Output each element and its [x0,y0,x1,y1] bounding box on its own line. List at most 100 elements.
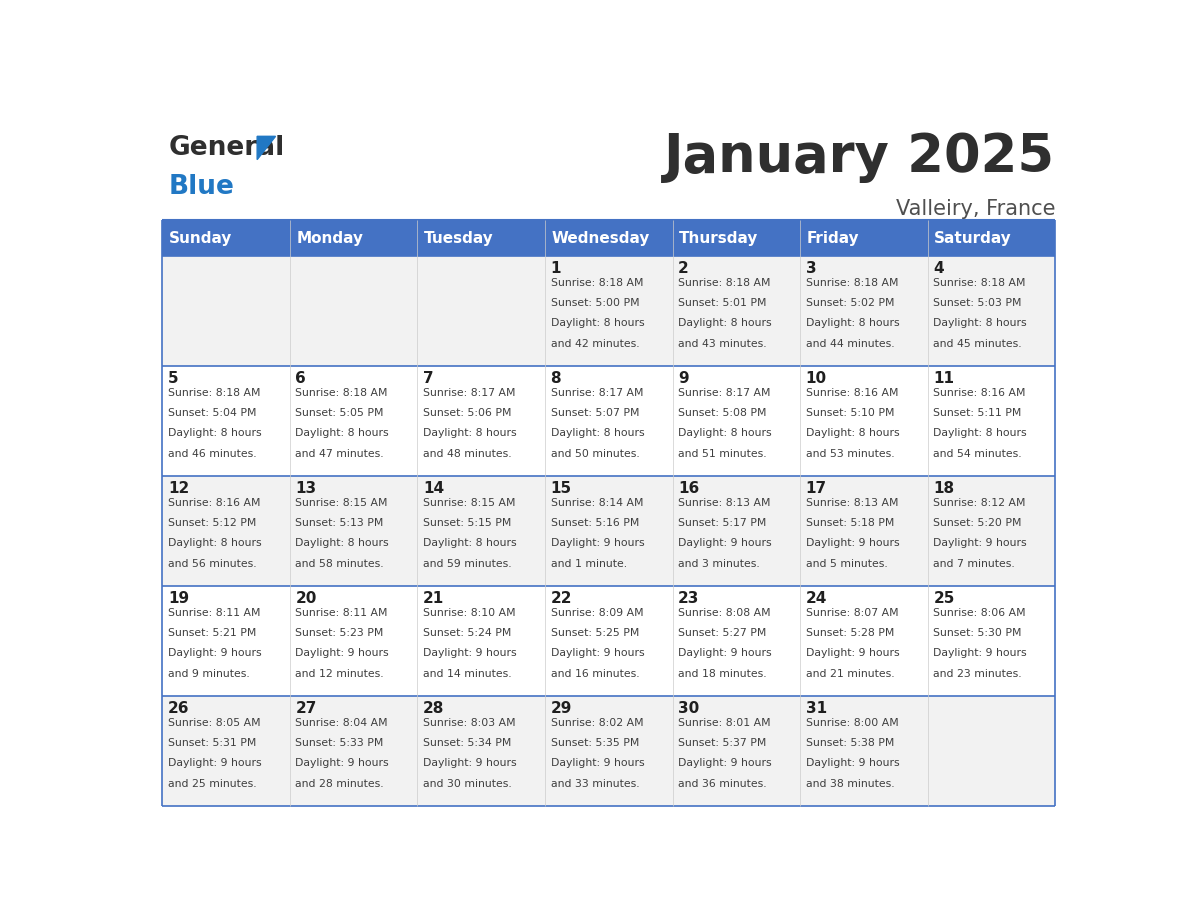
Text: and 51 minutes.: and 51 minutes. [678,449,766,459]
Text: Sunrise: 8:15 AM: Sunrise: 8:15 AM [423,498,516,508]
Text: Daylight: 9 hours: Daylight: 9 hours [678,758,772,768]
Bar [163,366,290,476]
Text: Sunrise: 8:12 AM: Sunrise: 8:12 AM [934,498,1025,508]
Text: and 48 minutes.: and 48 minutes. [423,449,512,459]
Text: Daylight: 9 hours: Daylight: 9 hours [550,758,644,768]
Text: 31: 31 [805,700,827,716]
Text: Saturday: Saturday [934,230,1012,246]
Text: Daylight: 8 hours: Daylight: 8 hours [678,429,772,439]
Text: Monday: Monday [296,230,364,246]
Text: Daylight: 8 hours: Daylight: 8 hours [168,429,261,439]
Bar [545,476,672,587]
Bar [672,219,801,256]
Text: 8: 8 [550,371,561,386]
Bar [290,256,417,366]
Text: 20: 20 [296,590,317,606]
Text: Sunset: 5:23 PM: Sunset: 5:23 PM [296,628,384,638]
Text: Sunset: 5:01 PM: Sunset: 5:01 PM [678,298,766,308]
Text: Daylight: 9 hours: Daylight: 9 hours [805,538,899,548]
Text: Sunset: 5:08 PM: Sunset: 5:08 PM [678,408,766,418]
Text: Sunrise: 8:15 AM: Sunrise: 8:15 AM [296,498,388,508]
Text: and 5 minutes.: and 5 minutes. [805,559,887,569]
Text: Sunset: 5:21 PM: Sunset: 5:21 PM [168,628,257,638]
Text: Sunrise: 8:05 AM: Sunrise: 8:05 AM [168,718,260,728]
Text: Daylight: 8 hours: Daylight: 8 hours [934,429,1026,439]
Text: and 1 minute.: and 1 minute. [550,559,627,569]
Bar [290,697,417,806]
Text: Sunset: 5:06 PM: Sunset: 5:06 PM [423,408,512,418]
Text: Sunrise: 8:18 AM: Sunrise: 8:18 AM [550,277,643,287]
Text: Sunrise: 8:06 AM: Sunrise: 8:06 AM [934,608,1026,618]
Text: 14: 14 [423,481,444,496]
Text: and 14 minutes.: and 14 minutes. [423,668,512,678]
Text: Sunset: 5:27 PM: Sunset: 5:27 PM [678,628,766,638]
Text: Daylight: 9 hours: Daylight: 9 hours [168,648,261,658]
Text: Sunrise: 8:18 AM: Sunrise: 8:18 AM [678,277,771,287]
Text: Friday: Friday [807,230,859,246]
Text: and 7 minutes.: and 7 minutes. [934,559,1015,569]
Text: and 54 minutes.: and 54 minutes. [934,449,1022,459]
Bar [545,366,672,476]
Bar [417,256,545,366]
Text: and 23 minutes.: and 23 minutes. [934,668,1022,678]
Text: Sunset: 5:00 PM: Sunset: 5:00 PM [550,298,639,308]
Bar [672,697,801,806]
Text: Daylight: 9 hours: Daylight: 9 hours [550,538,644,548]
Text: Daylight: 8 hours: Daylight: 8 hours [805,319,899,329]
Text: Tuesday: Tuesday [424,230,494,246]
Text: and 46 minutes.: and 46 minutes. [168,449,257,459]
Text: Sunset: 5:12 PM: Sunset: 5:12 PM [168,518,257,528]
Text: Sunset: 5:25 PM: Sunset: 5:25 PM [550,628,639,638]
Text: Daylight: 9 hours: Daylight: 9 hours [296,758,388,768]
Text: Sunrise: 8:17 AM: Sunrise: 8:17 AM [423,387,516,397]
Text: and 45 minutes.: and 45 minutes. [934,339,1022,349]
Text: 28: 28 [423,700,444,716]
Text: Daylight: 8 hours: Daylight: 8 hours [934,319,1026,329]
Text: Wednesday: Wednesday [551,230,650,246]
Text: and 9 minutes.: and 9 minutes. [168,668,249,678]
Text: Daylight: 9 hours: Daylight: 9 hours [934,538,1026,548]
Bar [672,366,801,476]
Text: Sunrise: 8:16 AM: Sunrise: 8:16 AM [805,387,898,397]
Text: Sunrise: 8:08 AM: Sunrise: 8:08 AM [678,608,771,618]
Bar [163,256,290,366]
Text: Blue: Blue [169,174,235,200]
Text: and 44 minutes.: and 44 minutes. [805,339,895,349]
Text: Sunset: 5:13 PM: Sunset: 5:13 PM [296,518,384,528]
Text: Daylight: 9 hours: Daylight: 9 hours [550,648,644,658]
Bar [928,256,1055,366]
Text: Daylight: 9 hours: Daylight: 9 hours [423,758,517,768]
Bar [163,219,290,256]
Text: Sunrise: 8:01 AM: Sunrise: 8:01 AM [678,718,771,728]
Text: and 21 minutes.: and 21 minutes. [805,668,895,678]
Text: 11: 11 [934,371,954,386]
Text: Daylight: 8 hours: Daylight: 8 hours [423,538,517,548]
Text: Sunrise: 8:11 AM: Sunrise: 8:11 AM [168,608,260,618]
Text: 10: 10 [805,371,827,386]
Text: and 30 minutes.: and 30 minutes. [423,778,512,789]
Bar [545,256,672,366]
Text: Sunday: Sunday [169,230,232,246]
Text: Sunrise: 8:17 AM: Sunrise: 8:17 AM [550,387,643,397]
Text: 7: 7 [423,371,434,386]
Bar [163,587,290,697]
Text: Thursday: Thursday [680,230,758,246]
Bar [417,366,545,476]
Text: Sunset: 5:18 PM: Sunset: 5:18 PM [805,518,895,528]
Bar [801,587,928,697]
Text: 27: 27 [296,700,317,716]
Text: Sunrise: 8:11 AM: Sunrise: 8:11 AM [296,608,388,618]
Bar [290,366,417,476]
Text: 13: 13 [296,481,316,496]
Bar [545,587,672,697]
Text: Sunrise: 8:16 AM: Sunrise: 8:16 AM [168,498,260,508]
Bar [417,476,545,587]
Bar [928,366,1055,476]
Text: Sunrise: 8:04 AM: Sunrise: 8:04 AM [296,718,388,728]
Text: Sunset: 5:16 PM: Sunset: 5:16 PM [550,518,639,528]
Text: Sunrise: 8:18 AM: Sunrise: 8:18 AM [296,387,388,397]
Text: Sunrise: 8:14 AM: Sunrise: 8:14 AM [550,498,643,508]
Bar [801,256,928,366]
Text: 18: 18 [934,481,954,496]
Bar [928,587,1055,697]
